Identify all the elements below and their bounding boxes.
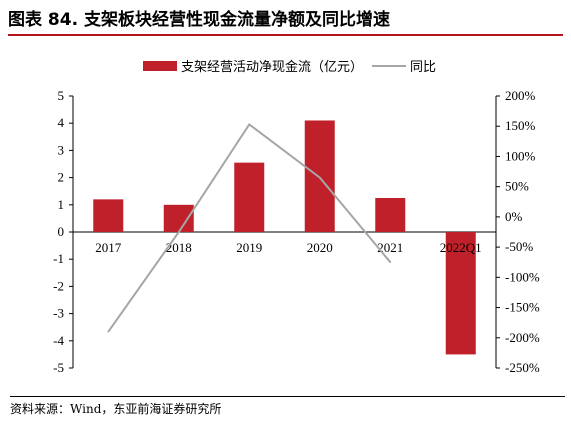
left-tick-label: 3 [58,142,65,157]
x-tick-label: 2021 [377,240,403,255]
right-tick-label: 0% [505,209,523,224]
right-tick-label: 150% [505,118,536,133]
legend-line-label: 同比 [410,60,436,75]
left-tick-label: -1 [53,251,64,266]
x-tick-label: 2019 [236,240,262,255]
legend: 支架经营活动净现金流（亿元） 同比 [143,59,436,75]
right-tick-label: -200% [505,330,540,345]
left-tick-label: -2 [53,278,64,293]
yoy-point [177,231,180,233]
bar [93,199,124,232]
right-tick-label: -150% [505,300,540,315]
bar [163,204,194,232]
right-tick-label: -100% [505,269,540,284]
left-tick-label: 1 [58,197,65,212]
x-tick-label: 2017 [95,240,122,255]
x-tick-label: 2022Q1 [440,240,482,255]
legend-bar-swatch [143,61,177,71]
left-tick-label: 0 [58,224,65,239]
left-tick-label: 4 [58,115,65,130]
source-note: 资料来源：Wind，东亚前海证券研究所 [10,396,565,419]
left-tick-label: 5 [58,88,65,103]
yoy-point [389,261,392,264]
legend-bar-label: 支架经营活动净现金流（亿元） [181,59,363,75]
left-tick-label: -4 [53,333,64,348]
bar [375,198,406,232]
bar [445,232,476,355]
bar [304,120,335,232]
right-tick-label: -50% [505,239,533,254]
left-tick-label: -3 [53,306,64,321]
right-tick-label: 50% [505,179,529,194]
plot-area: 5 4 3 2 1 0 -1 -2 -3 -4 -5 200% 150% 100% 50% 0% -50% -10… [53,88,540,375]
yoy-point [248,123,251,126]
left-tick-label: 2 [58,170,65,185]
yoy-point [318,176,321,179]
right-tick-label: 200% [505,88,536,103]
right-tick-label: -250% [505,360,540,375]
left-tick-label: -5 [53,360,64,375]
x-tick-label: 2018 [166,240,192,255]
x-tick-label: 2020 [307,240,333,255]
right-tick-label: 100% [505,148,536,163]
chart-title: 图表 84. 支架板块经营性现金流量净额及同比增速 [8,6,563,36]
bar [234,162,265,232]
yoy-point [107,330,110,333]
